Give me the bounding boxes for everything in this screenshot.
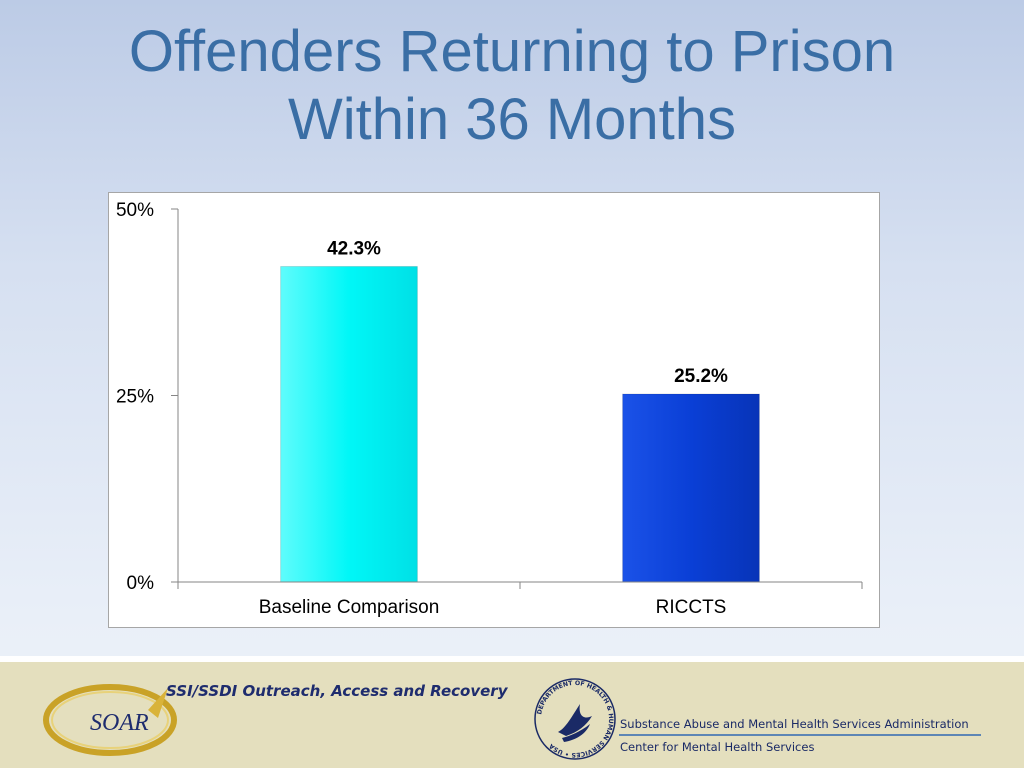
y-tick-label: 50% — [116, 200, 154, 221]
y-tick-label: 0% — [127, 573, 155, 594]
chart-canvas: 0% 25% 50% 42.3% Baseline Comparison 25.2% RIC… — [116, 200, 863, 618]
bar-chart: 0% 25% 50% 42.3% Baseline Comparison 25.2% RIC… — [108, 192, 880, 628]
title-line-1: Offenders Returning to Prison — [128, 19, 896, 84]
bar-value-label: 42.3% — [327, 238, 381, 259]
cmhs-name: Center for Mental Health Services — [620, 740, 815, 754]
samhsa-name: Substance Abuse and Mental Health Servic… — [620, 717, 969, 731]
x-category-label: RICCTS — [656, 597, 727, 618]
hhs-seal-logo: DEPARTMENT OF HEALTH & HUMAN SERVICES • … — [534, 678, 616, 760]
footer-banner: SOAR SSI/SSDI Outreach, Access and Recov… — [0, 656, 1024, 768]
x-category-label: Baseline Comparison — [259, 597, 440, 618]
soar-logo: SOAR — [43, 684, 177, 756]
title-line-2: Within 36 Months — [287, 87, 737, 152]
soar-logo-text: SOAR — [90, 710, 149, 736]
y-tick-label: 25% — [116, 387, 154, 408]
slide-title: Offenders Returning to Prison Within 36 … — [0, 18, 1024, 154]
soar-tagline: SSI/SSDI Outreach, Access and Recovery — [166, 682, 508, 700]
samhsa-divider — [619, 734, 981, 736]
bar-value-label: 25.2% — [674, 366, 728, 387]
bar-baseline-comparison — [280, 265, 418, 583]
bar-riccts — [622, 393, 760, 583]
